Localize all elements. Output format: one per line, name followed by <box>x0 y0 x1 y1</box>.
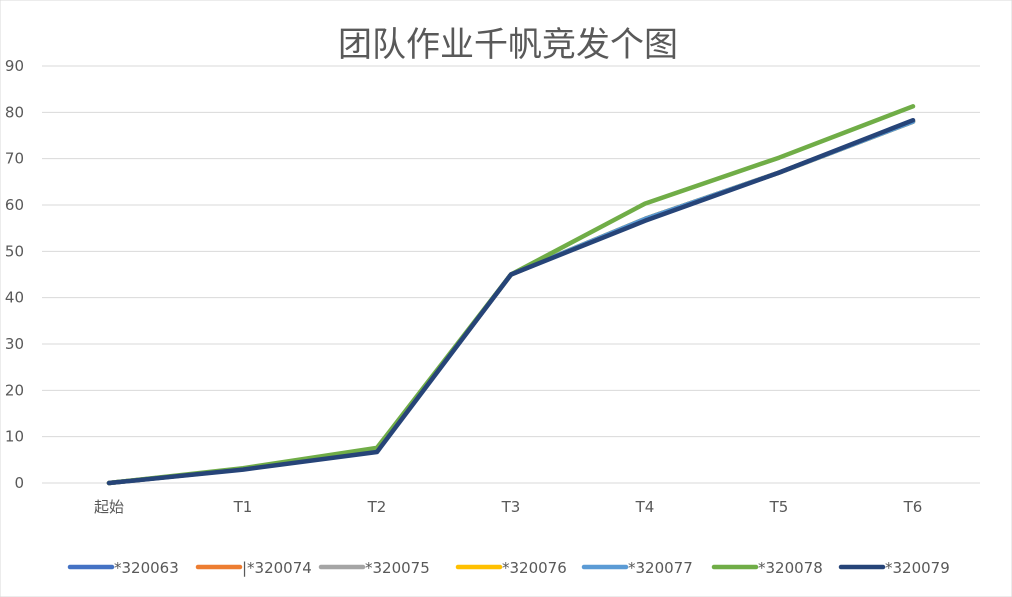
x-tick-label: T6 <box>903 498 923 516</box>
y-tick-label: 0 <box>14 474 24 492</box>
y-tick-label: 40 <box>5 289 24 307</box>
legend-label: *320063 <box>114 559 179 577</box>
y-tick-label: 90 <box>5 57 24 75</box>
y-tick-label: 70 <box>5 150 24 168</box>
y-tick-label: 10 <box>5 428 24 446</box>
x-tick-label: T3 <box>501 498 521 516</box>
legend: *320063 |*320074 *320075 *320076 *320077 *320… <box>67 559 950 577</box>
series-lines <box>106 104 916 486</box>
y-tick-label: 50 <box>5 242 24 260</box>
x-tick-label: T4 <box>635 498 655 516</box>
legend-label: *320075 <box>365 559 430 577</box>
legend-label: *320077 <box>628 559 693 577</box>
legend-label: *320078 <box>758 559 823 577</box>
legend-label: *320079 <box>885 559 950 577</box>
chart-title: 团队作业千帆竞发个图 <box>338 25 678 65</box>
series-line-320079 <box>106 117 916 486</box>
x-tick-label: T2 <box>367 498 387 516</box>
y-tick-label: 60 <box>5 196 24 214</box>
y-tick-label: 30 <box>5 335 24 353</box>
legend-label: |*320074 <box>242 559 312 577</box>
x-axis-ticks: 起始 T1 T2 T3 T4 T5 T6 <box>94 498 922 516</box>
y-tick-label: 20 <box>5 381 24 399</box>
y-axis-ticks: 0 10 20 30 40 50 60 70 80 90 <box>5 57 24 492</box>
legend-label: *320076 <box>502 559 567 577</box>
y-tick-label: 80 <box>5 103 24 121</box>
x-tick-label: 起始 <box>94 498 124 516</box>
x-tick-label: T1 <box>233 498 253 516</box>
gridlines <box>42 65 980 484</box>
x-tick-label: T5 <box>769 498 789 516</box>
